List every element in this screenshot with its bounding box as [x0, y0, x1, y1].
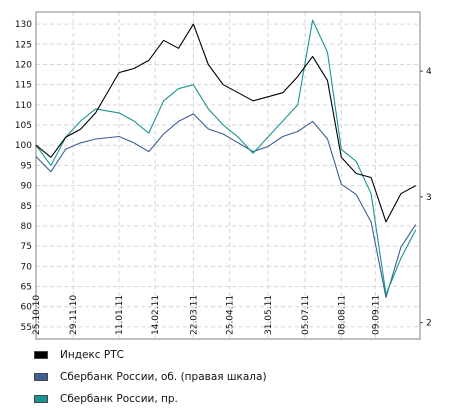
x-tick-label: 14.02.11 [151, 295, 161, 335]
legend-item-rts: Индекс РТС [34, 344, 267, 366]
left-tick-label: 75 [21, 242, 32, 252]
legend-swatch-sber-preferred [34, 395, 48, 403]
x-tick-label: 29.11.10 [69, 295, 79, 335]
left-tick-label: 95 [21, 161, 32, 171]
left-tick-label: 70 [21, 262, 33, 272]
left-tick-label: 85 [21, 202, 32, 212]
left-tick-label: 80 [21, 222, 33, 232]
legend-label-sber-ordinary: Сбербанк России, об. (правая шкала) [60, 371, 267, 383]
series-line-rts [35, 23, 416, 223]
series-lines [35, 19, 417, 299]
legend-swatch-rts [34, 351, 48, 359]
legend-swatch-sber-ordinary [34, 373, 48, 381]
left-tick-label: 120 [15, 60, 32, 70]
x-tick-label: 31.05.11 [264, 295, 274, 335]
x-tick-label: 25.10.10 [32, 295, 42, 335]
left-tick-label: 65 [21, 283, 32, 293]
left-tick-label: 105 [15, 121, 32, 131]
left-tick-label: 100 [15, 141, 32, 151]
left-tick-label: 110 [15, 101, 32, 111]
right-tick-label: 3 [426, 193, 432, 203]
x-axis-ticks: 25.10.10 29.11.10 11.01.11 14.02.11 22.03.11… [32, 295, 381, 335]
plot-frame [35, 11, 421, 340]
left-tick-label: 55 [21, 323, 32, 333]
legend-item-sber-preferred: Сбербанк России, пр. [34, 388, 267, 410]
left-tick-label: 115 [15, 81, 32, 91]
chart: 556065707580859095100105110115120125130 … [15, 11, 432, 340]
x-tick-label: 11.01.11 [115, 295, 125, 335]
left-tick-label: 90 [21, 182, 33, 192]
x-tick-label: 05.07.11 [301, 295, 311, 335]
x-tick-label: 25.04.11 [226, 295, 236, 335]
grid [35, 12, 420, 339]
left-tick-label: 130 [15, 20, 32, 30]
right-tick-label: 4 [426, 67, 432, 77]
x-tick-label: 09.09.11 [371, 295, 381, 335]
legend-label-rts: Индекс РТС [60, 349, 124, 361]
x-tick-label: 22.03.11 [189, 295, 199, 335]
legend-item-sber-ordinary: Сбербанк России, об. (правая шкала) [34, 366, 267, 388]
left-axis-ticks: 55 60 65 70 75 80 85 90 95 100 105 110 115 120 125 130 [15, 20, 32, 333]
left-tick-label: 125 [15, 40, 32, 50]
x-tick-label: 08.08.11 [337, 295, 347, 335]
right-tick-label: 2 [426, 319, 432, 329]
right-axis-ticks: 2 3 4 [420, 67, 432, 329]
left-tick-label: 60 [21, 303, 33, 313]
legend: Индекс РТС Сбербанк России, об. (правая … [34, 344, 267, 410]
series-line-sber-preferred [35, 19, 417, 296]
series-line-sber-ordinary [35, 113, 417, 299]
legend-label-sber-preferred: Сбербанк России, пр. [60, 393, 178, 405]
